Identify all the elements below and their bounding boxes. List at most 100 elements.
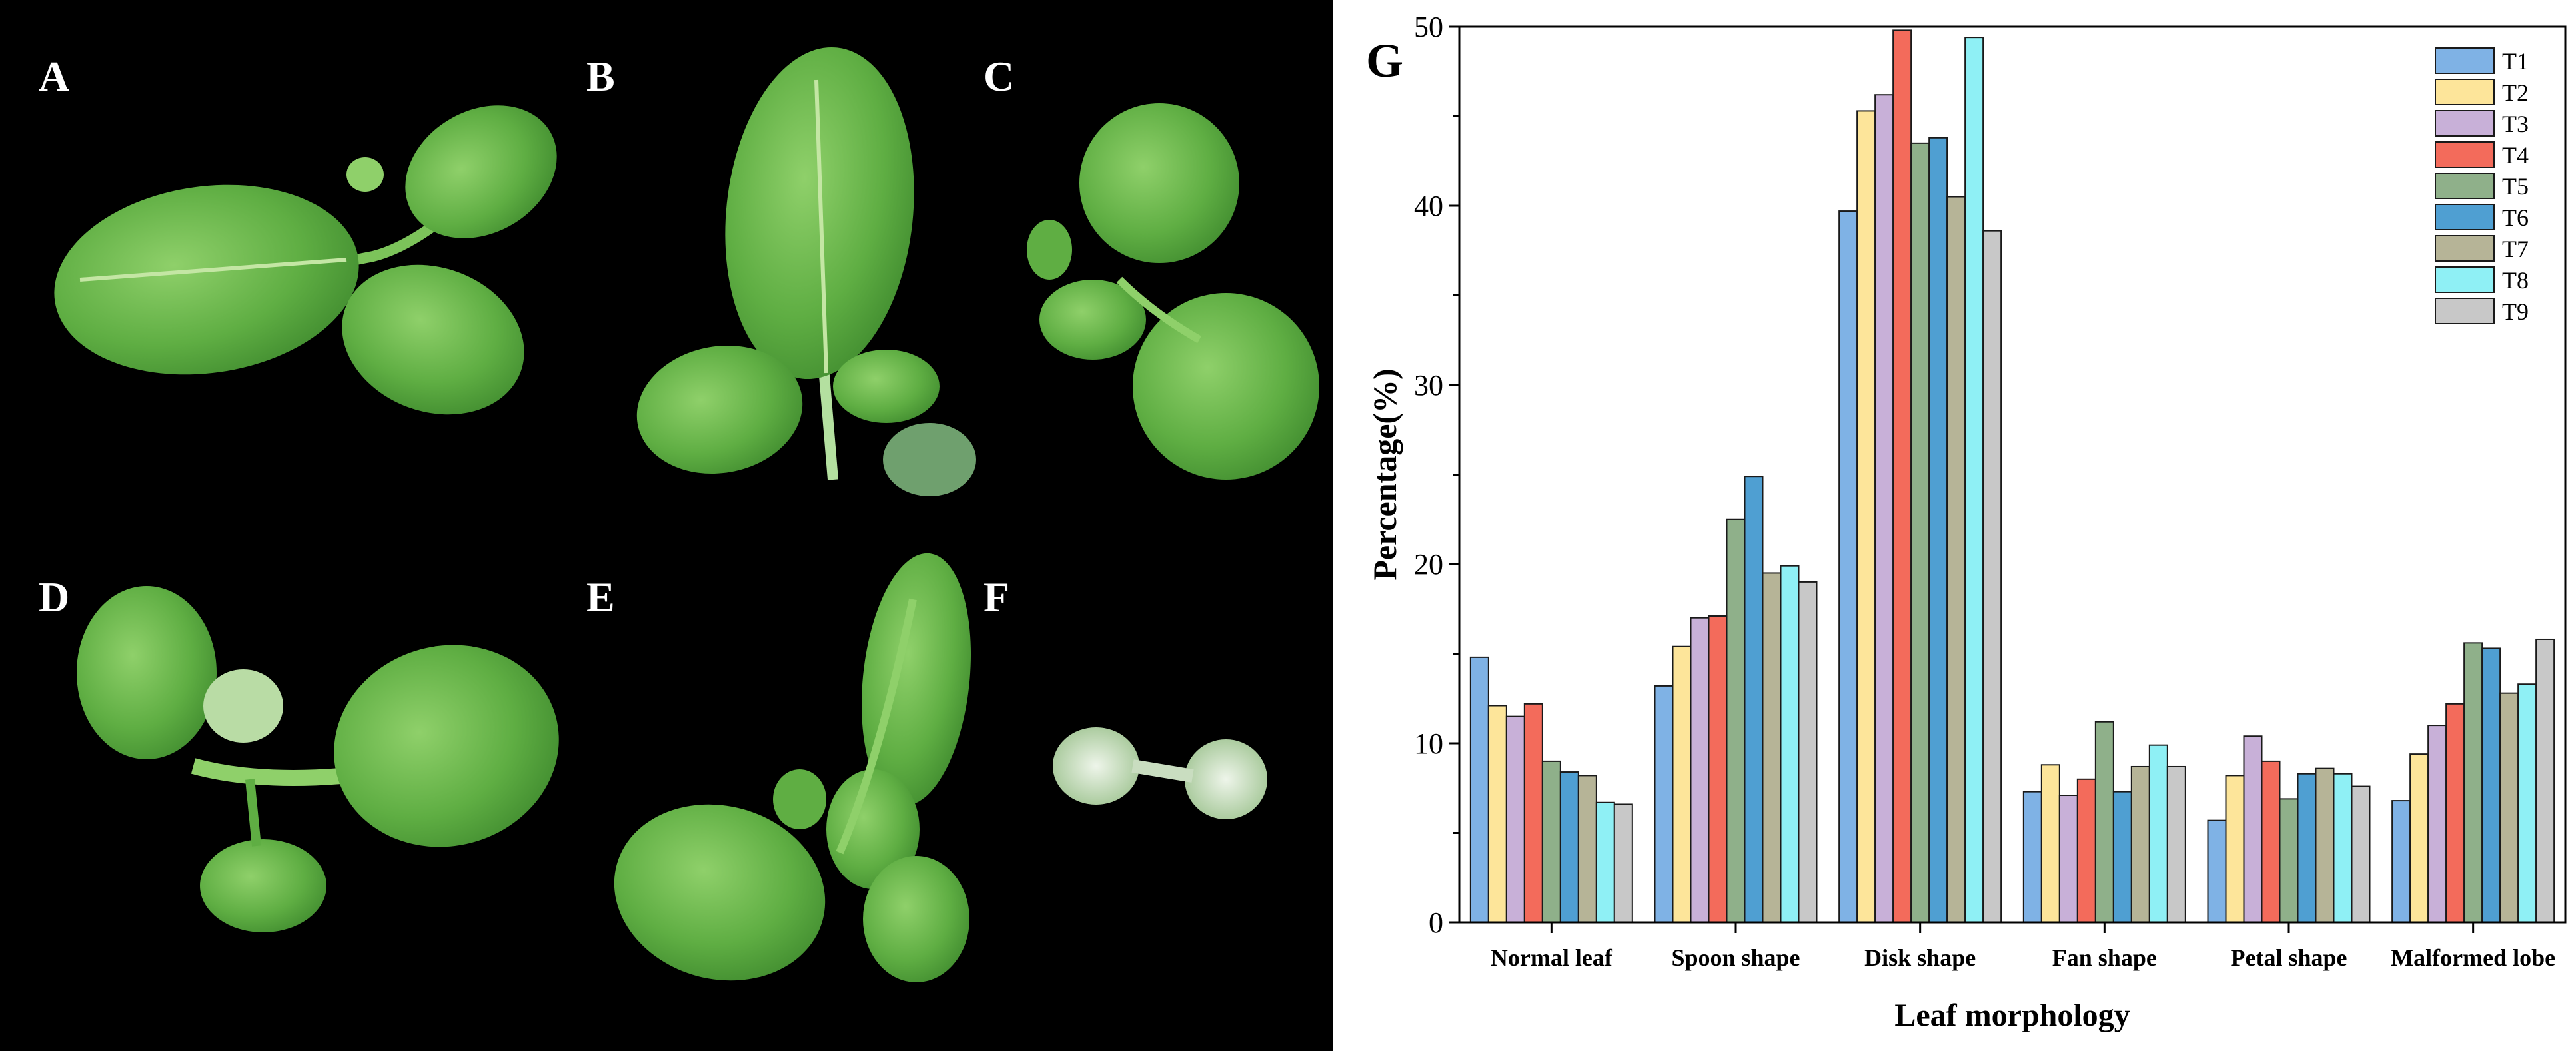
bar-t1-petal-shape xyxy=(2207,819,2227,924)
legend-label-t1: T1 xyxy=(2502,48,2529,75)
bar-t7-normal-leaf xyxy=(1577,775,1597,924)
bar-t5-fan-shape xyxy=(2094,721,2114,923)
plot-frame xyxy=(1458,25,2567,924)
y-tick-label: 20 xyxy=(1414,548,1443,581)
chart-axes: 0 10 20 30 40 50 Normal leaf Spoon shape Disk sh… xyxy=(1414,11,2567,971)
y-axis-title: Percentage(%) xyxy=(1366,368,1403,580)
bar-t4-disk-shape xyxy=(1892,29,1912,923)
bar-t7-spoon-shape xyxy=(1762,572,1782,923)
legend-label-t4: T4 xyxy=(2502,142,2529,169)
panel-label-d: D xyxy=(39,573,70,621)
x-tick-label: Petal shape xyxy=(2231,944,2347,971)
bar-t6-petal-shape xyxy=(2297,773,2317,923)
y-tick-label: 30 xyxy=(1414,369,1443,402)
legend-swatch-t8 xyxy=(2435,266,2495,293)
bar-t3-normal-leaf xyxy=(1505,715,1525,924)
leaf-morphology-chart: G 0 10 20 30 40 50 Normal leaf Spoon shape Disk … xyxy=(1366,11,2567,1033)
legend-label-t6: T6 xyxy=(2502,204,2529,231)
x-axis-title: Leaf morphology xyxy=(1894,998,2130,1033)
panel-label-b: B xyxy=(586,53,615,100)
bar-t5-disk-shape xyxy=(1910,142,1930,924)
panel-label-g: G xyxy=(1366,34,1403,87)
bar-t5-malformed-lobe xyxy=(2463,642,2483,923)
bar-t3-spoon-shape xyxy=(1690,617,1710,923)
legend-label-t2: T2 xyxy=(2502,79,2529,106)
bar-t9-malformed-lobe xyxy=(2535,638,2555,923)
bar-t2-petal-shape xyxy=(2225,775,2245,924)
bar-t6-disk-shape xyxy=(1928,137,1948,923)
bar-t5-spoon-shape xyxy=(1726,518,1746,923)
seedling-f xyxy=(1053,727,1267,819)
legend-swatch-t9 xyxy=(2435,298,2495,324)
legend-swatch-t6 xyxy=(2435,204,2495,230)
bar-t4-spoon-shape xyxy=(1708,615,1728,923)
bar-t2-normal-leaf xyxy=(1487,705,1507,923)
bar-t9-disk-shape xyxy=(1982,230,2002,923)
panel-label-f: F xyxy=(983,573,1010,621)
seedling-b xyxy=(636,47,976,496)
bar-t1-normal-leaf xyxy=(1469,656,1489,923)
bar-t2-fan-shape xyxy=(2040,764,2060,924)
legend-label-t7: T7 xyxy=(2502,236,2529,262)
bar-t8-fan-shape xyxy=(2148,744,2168,923)
bar-t3-fan-shape xyxy=(2058,795,2078,924)
bar-t4-petal-shape xyxy=(2261,760,2281,924)
panel-label-c: C xyxy=(983,53,1015,100)
bar-t7-malformed-lobe xyxy=(2499,692,2519,924)
bar-t6-fan-shape xyxy=(2112,791,2132,923)
seedling-a xyxy=(54,105,557,415)
bar-t4-fan-shape xyxy=(2076,778,2096,924)
y-tick-label: 40 xyxy=(1414,190,1443,222)
bar-t5-normal-leaf xyxy=(1541,760,1561,924)
x-tick-label: Disk shape xyxy=(1864,944,1976,971)
bar-t6-normal-leaf xyxy=(1559,771,1579,924)
bar-t2-malformed-lobe xyxy=(2409,753,2429,924)
chart-legend: T1 T2 T3 T4 T5 T6 T7 T8 T9 xyxy=(2435,47,2529,325)
x-tick-label: Normal leaf xyxy=(1491,944,1613,971)
panel-label-e: E xyxy=(586,573,615,621)
bar-t1-fan-shape xyxy=(2022,791,2042,923)
seedling-d xyxy=(77,586,559,932)
bar-t1-malformed-lobe xyxy=(2391,800,2411,923)
bar-t9-fan-shape xyxy=(2166,765,2186,923)
bar-t8-spoon-shape xyxy=(1780,565,1800,923)
panel-label-a: A xyxy=(39,53,70,100)
bar-t5-petal-shape xyxy=(2279,798,2299,924)
legend-label-t8: T8 xyxy=(2502,267,2529,294)
plot-area xyxy=(1469,29,2555,924)
bar-t4-normal-leaf xyxy=(1523,703,1543,923)
bar-t8-disk-shape xyxy=(1964,37,1984,923)
bar-t2-disk-shape xyxy=(1856,110,1876,923)
legend-label-t3: T3 xyxy=(2502,111,2529,137)
y-tick-label: 50 xyxy=(1414,11,1443,43)
legend-swatch-t7 xyxy=(2435,235,2495,262)
bar-t3-disk-shape xyxy=(1874,94,1894,924)
bar-t7-fan-shape xyxy=(2130,765,2150,923)
bar-t4-malformed-lobe xyxy=(2445,703,2465,923)
bar-t6-malformed-lobe xyxy=(2481,647,2501,923)
bar-t8-petal-shape xyxy=(2333,773,2353,923)
legend-swatch-t1 xyxy=(2435,47,2495,74)
y-tick-label: 10 xyxy=(1414,727,1443,760)
bar-t9-normal-leaf xyxy=(1613,803,1633,923)
legend-label-t5: T5 xyxy=(2502,173,2529,200)
bar-t8-normal-leaf xyxy=(1595,801,1615,924)
y-tick-label: 0 xyxy=(1429,906,1443,939)
bar-t7-disk-shape xyxy=(1946,196,1966,923)
bar-t3-malformed-lobe xyxy=(2427,725,2447,923)
legend-swatch-t3 xyxy=(2435,110,2495,137)
legend-swatch-t4 xyxy=(2435,141,2495,168)
bar-t1-spoon-shape xyxy=(1654,685,1674,924)
bar-t9-spoon-shape xyxy=(1798,581,1818,924)
bar-t9-petal-shape xyxy=(2351,785,2371,924)
x-tick-label: Malformed lobe xyxy=(2391,944,2555,971)
seedling-c xyxy=(1027,103,1319,480)
bar-t8-malformed-lobe xyxy=(2517,683,2537,923)
bar-t6-spoon-shape xyxy=(1744,476,1764,923)
bar-t1-disk-shape xyxy=(1838,210,1858,924)
bar-t2-spoon-shape xyxy=(1672,645,1692,923)
x-tick-label: Spoon shape xyxy=(1671,944,1800,971)
x-tick-label: Fan shape xyxy=(2052,944,2157,971)
legend-swatch-t2 xyxy=(2435,79,2495,105)
seedling-e xyxy=(614,553,971,982)
